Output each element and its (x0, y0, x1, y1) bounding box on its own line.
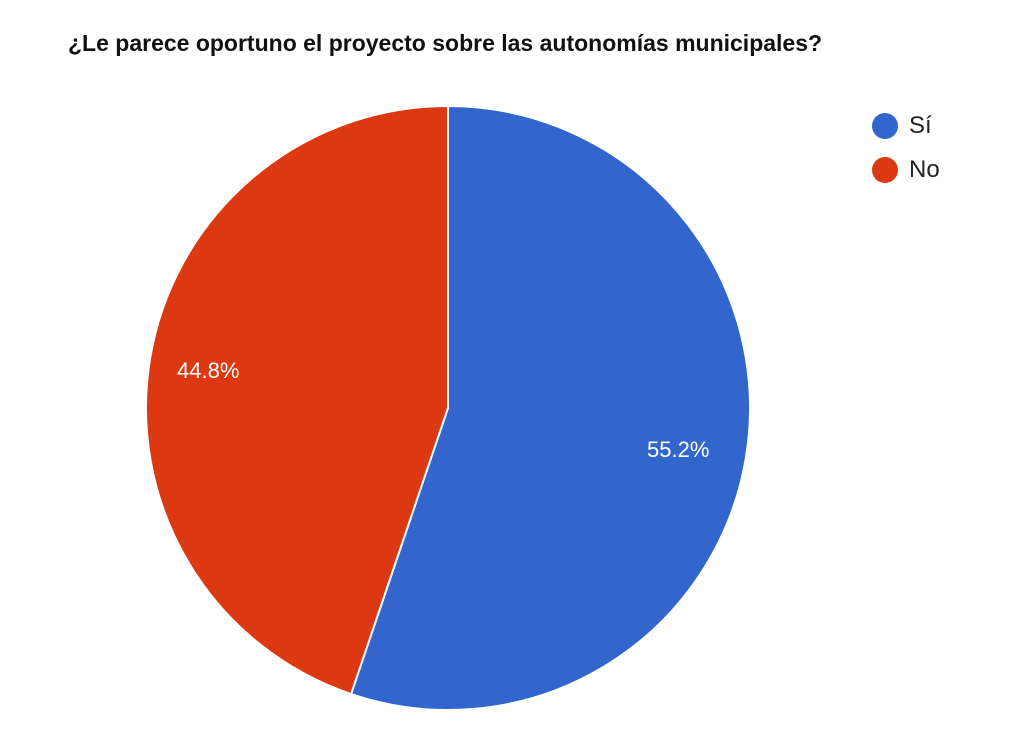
pie-slice-no[interactable] (145, 104, 449, 696)
chart-title: ¿Le parece oportuno el proyecto sobre la… (68, 30, 823, 56)
pie-slice-si[interactable] (349, 104, 751, 711)
legend: Sí No (872, 104, 940, 192)
legend-item-si[interactable]: Sí (872, 104, 940, 148)
legend-swatch-no-icon (872, 157, 898, 183)
slice-label-si: 55.2% (647, 437, 709, 462)
legend-label-si: Sí (909, 112, 932, 139)
legend-label-no: No (909, 156, 940, 183)
slice-label-no: 44.8% (177, 358, 239, 383)
legend-item-no[interactable]: No (872, 148, 940, 192)
legend-swatch-si-icon (872, 113, 898, 139)
